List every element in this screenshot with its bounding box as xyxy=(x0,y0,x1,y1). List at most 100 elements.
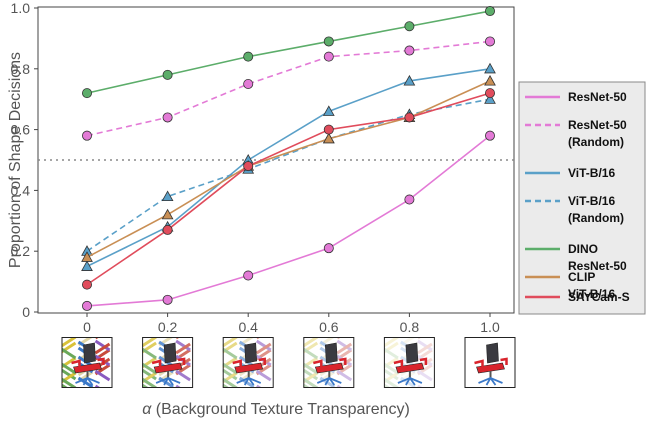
texture-stroke xyxy=(61,337,65,339)
stimulus-thumbnail xyxy=(383,337,435,388)
stimulus-thumbnail xyxy=(464,328,516,388)
chair-base xyxy=(478,377,503,386)
texture-stroke xyxy=(255,339,272,352)
data-point xyxy=(404,45,415,56)
texture-stroke xyxy=(94,369,111,382)
data-point xyxy=(484,6,495,17)
chair-armrest xyxy=(232,359,242,368)
texture-stroke xyxy=(142,362,157,375)
texture-stroke xyxy=(336,339,353,352)
chair-armrest xyxy=(258,357,266,365)
series-line xyxy=(86,80,491,258)
chair-figure xyxy=(232,342,266,386)
data-point xyxy=(322,105,335,116)
texture-stroke xyxy=(383,371,399,384)
legend-entry: ViT-B/16 (Random) xyxy=(525,194,624,225)
data-point xyxy=(243,270,254,281)
data-point xyxy=(484,36,495,47)
texture-stroke xyxy=(175,339,191,352)
texture-stroke xyxy=(222,337,226,339)
legend-label-line: ViT-B/16 xyxy=(568,194,615,208)
chair-back xyxy=(324,342,338,364)
chair-figure xyxy=(393,342,428,386)
chair-armrest xyxy=(474,359,484,368)
texture-stroke xyxy=(303,341,319,354)
x-tick-label: 0.2 xyxy=(158,319,178,335)
texture-stroke xyxy=(383,368,399,381)
chair-seat xyxy=(73,362,102,374)
texture-stroke xyxy=(417,342,433,355)
y-axis-title: Proportion of Shape Decisions xyxy=(7,52,24,268)
thumbnail-border xyxy=(464,337,516,388)
texture-stroke xyxy=(336,363,353,376)
x-tick-label: 1.0 xyxy=(480,319,500,335)
chair-armrest xyxy=(177,357,186,365)
texture-stroke xyxy=(303,337,319,348)
data-point xyxy=(81,260,93,271)
texture-stroke xyxy=(142,368,157,381)
legend-label-line: ViT-B/16 xyxy=(568,287,615,301)
texture-stroke xyxy=(222,337,238,348)
chair-base xyxy=(316,377,342,386)
data-point xyxy=(81,251,93,262)
chair-figure xyxy=(151,342,186,386)
legend-entry: SAYCam-S xyxy=(525,290,630,304)
chair-base xyxy=(397,377,423,386)
texture-stroke xyxy=(222,368,238,381)
chair-seat xyxy=(234,362,264,374)
data-point xyxy=(323,36,334,47)
texture-stroke xyxy=(383,337,387,339)
chair-base xyxy=(75,377,100,386)
chair-armrest xyxy=(339,357,347,365)
legend-entry: ResNet-50 xyxy=(525,90,627,104)
thumbnail-border xyxy=(61,337,113,388)
texture-stroke xyxy=(417,348,433,361)
chair-back xyxy=(83,342,96,364)
data-point xyxy=(161,208,174,220)
data-point xyxy=(82,300,93,311)
texture-stroke xyxy=(336,337,342,340)
series-resnet-50-random- xyxy=(82,36,495,141)
chair-base xyxy=(155,377,181,386)
texture-stroke xyxy=(383,362,399,375)
thumbnail-border xyxy=(303,337,355,388)
texture-stroke xyxy=(465,328,479,337)
y-axis: 0 0.2 0.4 0.6 0.8 1.0 xyxy=(11,0,38,320)
chair-armrest xyxy=(151,359,162,368)
texture-stroke xyxy=(61,383,69,388)
data-point xyxy=(243,51,254,62)
texture-stroke xyxy=(383,347,399,360)
y-tick-label: 0.2 xyxy=(11,243,31,259)
thumbnail-row xyxy=(61,328,516,388)
texture-stroke xyxy=(61,377,77,388)
texture-stroke xyxy=(303,377,319,388)
texture-stroke xyxy=(175,369,191,382)
stimulus-thumbnail xyxy=(222,337,274,388)
series-line xyxy=(86,135,491,307)
y-tick-label: 0.8 xyxy=(11,61,31,77)
texture-stroke xyxy=(142,337,157,348)
legend-label-line: DINO xyxy=(568,242,598,256)
texture-stroke xyxy=(383,356,399,369)
chair-figure xyxy=(312,342,347,386)
texture-stroke xyxy=(417,339,433,352)
chair-base xyxy=(236,377,262,386)
data-point xyxy=(162,112,173,123)
x-tick-label: 0.4 xyxy=(238,319,258,335)
texture-stroke xyxy=(255,369,272,382)
legend-label-line: ViT-B/16 xyxy=(568,166,615,180)
legend-label: SAYCam-S xyxy=(568,290,630,304)
x-tick-label: 0 xyxy=(83,319,91,335)
legend-entry: CLIP ViT-B/16 xyxy=(525,270,615,301)
texture-stroke xyxy=(255,342,272,355)
chair-back xyxy=(163,342,177,364)
data-point xyxy=(323,51,334,62)
texture-stroke xyxy=(175,337,181,340)
legend-label-line: CLIP xyxy=(568,270,595,284)
x-axis-title: α (Background Texture Transparency) xyxy=(142,401,410,418)
texture-stroke xyxy=(142,377,157,388)
series-line xyxy=(86,92,491,286)
series-line xyxy=(86,40,491,137)
y-tick-label: 0 xyxy=(22,304,30,320)
